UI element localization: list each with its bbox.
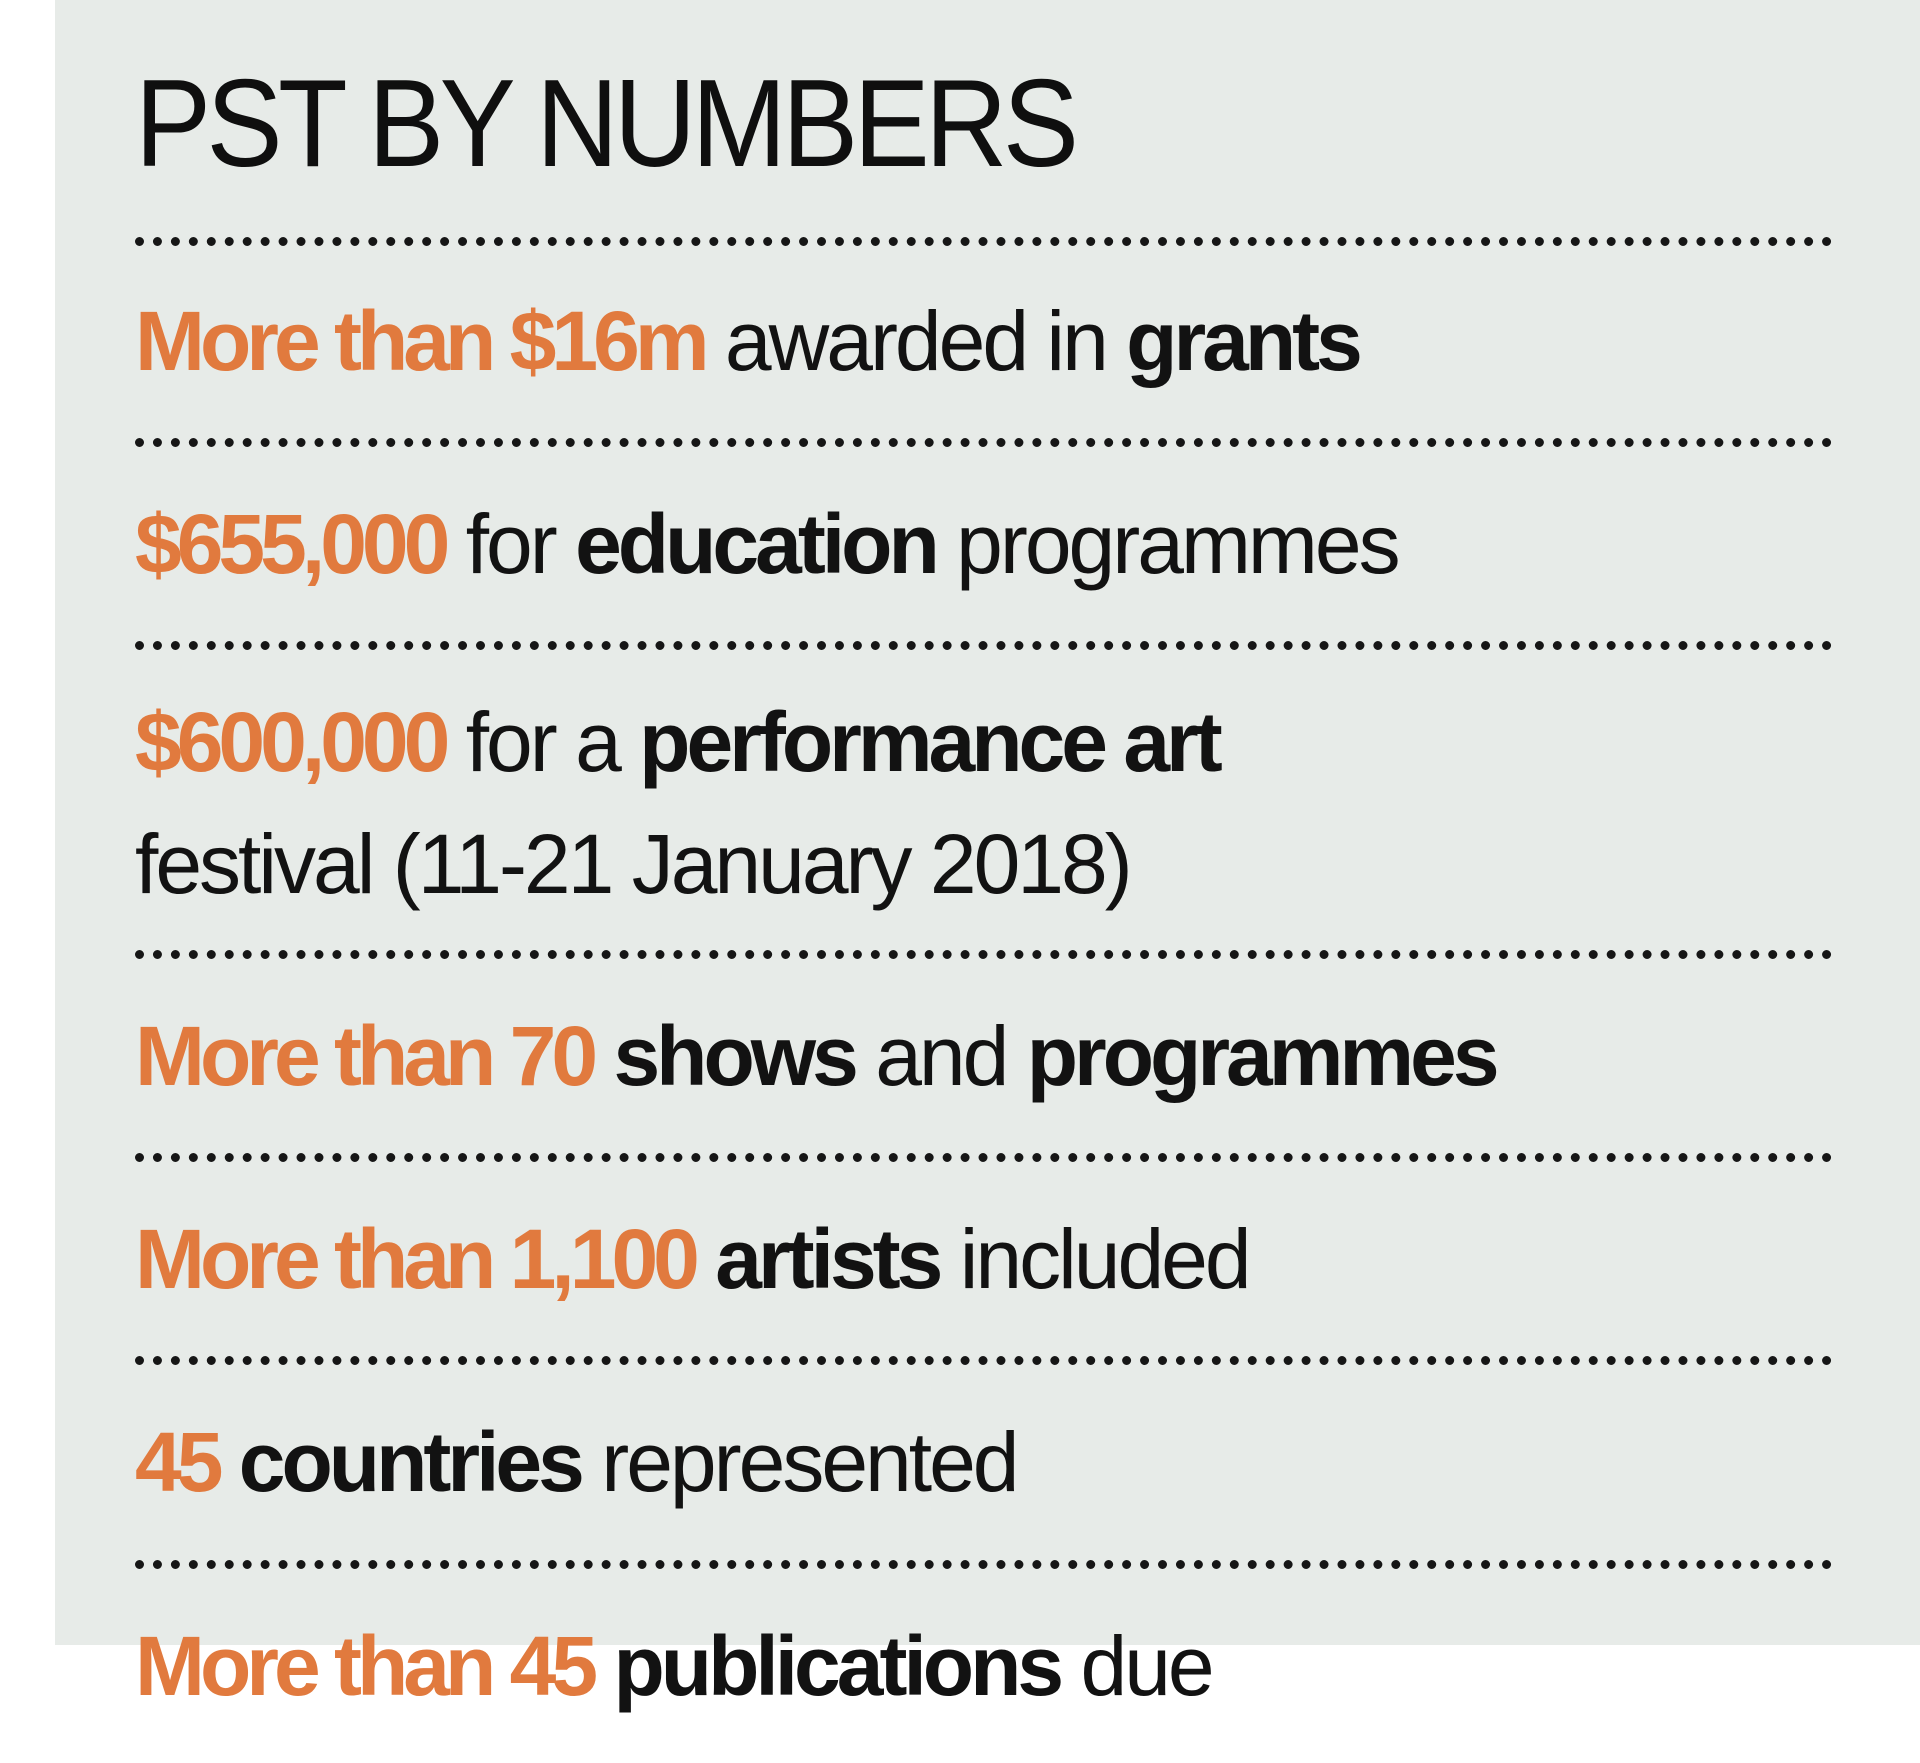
fact-keyword: countries	[238, 1415, 585, 1510]
fact-keyword: performance art	[639, 695, 1223, 790]
fact-text: for	[465, 497, 558, 592]
fact-grants: More than $16m awarded in grants	[135, 237, 1832, 438]
fact-keyword-2: programmes	[1026, 1008, 1500, 1103]
fact-text-tail: programmes	[956, 497, 1400, 592]
fact-line-1: $600,000 for a performance art	[135, 682, 1832, 804]
fact-shows: More than 70 shows and programmes	[135, 949, 1832, 1153]
fact-countries: 45 countries represented	[135, 1356, 1832, 1559]
fact-text-tail: due	[1080, 1618, 1215, 1713]
fact-figure: More than 1,100	[135, 1212, 700, 1307]
fact-keyword: grants	[1126, 294, 1363, 388]
fact-text: awarded in	[724, 294, 1109, 388]
fact-artists: More than 1,100 artists included	[135, 1153, 1832, 1356]
fact-figure: $655,000	[135, 497, 450, 592]
fact-figure: $600,000	[135, 695, 450, 790]
fact-figure: 45	[135, 1415, 223, 1510]
fact-figure: More than 70	[135, 1008, 598, 1103]
fact-text-tail: festival (11-21 January 2018)	[135, 817, 1133, 912]
panel-title: PST BY NUMBERS	[135, 55, 1079, 193]
fact-keyword: artists	[715, 1212, 943, 1307]
fact-text: and	[875, 1008, 1009, 1103]
fact-keyword: education	[575, 497, 940, 592]
fact-education: $655,000 for education programmes	[135, 438, 1832, 641]
fact-text: for a	[465, 695, 622, 790]
fact-text-tail: represented	[601, 1415, 1019, 1510]
fact-keyword: shows	[613, 1008, 858, 1103]
fact-performance-art: $600,000 for a performance art festival …	[135, 641, 1832, 950]
facts-list: More than $16m awarded in grants $655,00…	[135, 237, 1832, 1763]
fact-figure: More than $16m	[135, 294, 710, 388]
fact-text-tail: included	[959, 1212, 1252, 1307]
fact-publications: More than 45 publications due	[135, 1559, 1832, 1763]
fact-keyword: publications	[613, 1618, 1064, 1713]
fact-figure: More than 45	[135, 1618, 598, 1713]
stats-panel: PST BY NUMBERS More than $16m awarded in…	[55, 0, 1920, 1713]
